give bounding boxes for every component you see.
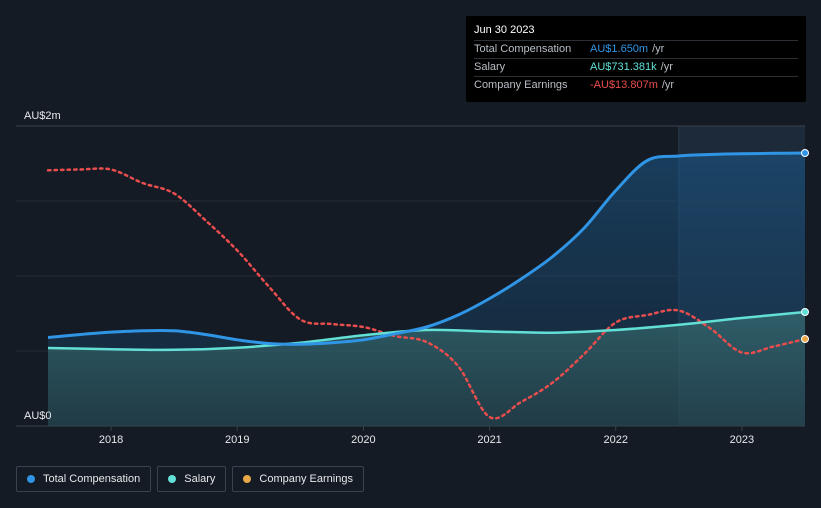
legend-label: Company Earnings [259,473,353,485]
tooltip-unit: /yr [652,43,665,55]
legend-item-salary[interactable]: Salary [157,466,227,492]
tooltip-value: -AU$13.807m [590,79,658,91]
tooltip-unit: /yr [660,61,673,73]
tooltip-label: Company Earnings [474,79,568,91]
legend-dot-icon [168,475,177,483]
tooltip-value: AU$731.381k [590,61,657,73]
tooltip-value: AU$1.650m [590,43,649,55]
legend-item-company-earnings[interactable]: Company Earnings [232,466,364,492]
tooltip-date: Jun 30 2023 [474,24,535,36]
company-earnings-end-point [801,335,809,343]
tooltip-row-salary: Salary AU$731.381k /yr [474,58,798,76]
chart-legend: Total Compensation Salary Company Earnin… [16,466,364,492]
tooltip-row-company-earnings: Company Earnings -AU$13.807m /yr [474,76,798,94]
x-axis-tick-label: 2023 [730,434,754,446]
y-axis-label-min: AU$0 [24,410,52,422]
total-compensation-line [47,151,806,346]
x-axis-tick-label: 2020 [351,434,375,446]
x-axis-tick-label: 2022 [604,434,628,446]
y-axis-label-max: AU$2m [24,110,61,122]
legend-item-total-compensation[interactable]: Total Compensation [16,466,152,492]
legend-dot-icon [243,475,252,483]
legend-dot-icon [27,475,35,483]
company-earnings-line [46,167,807,420]
chart-tooltip: Jun 30 2023 Total Compensation AU$1.650m… [466,16,806,102]
x-axis-tick-label: 2021 [477,434,501,446]
x-axis-tick-label: 2019 [225,434,249,446]
legend-label: Total Compensation [43,473,141,485]
tooltip-label: Total Compensation [474,43,572,55]
salary-line [47,310,806,352]
tooltip-unit: /yr [661,79,675,91]
total-compensation-end-point [801,149,809,157]
tooltip-label: Salary [474,61,506,73]
x-axis-tick-label: 2018 [99,434,123,446]
salary-end-point [801,308,809,316]
tooltip-row-total-compensation: Total Compensation AU$1.650m /yr [474,40,798,58]
salary-area [48,312,805,426]
legend-label: Salary [184,473,216,485]
